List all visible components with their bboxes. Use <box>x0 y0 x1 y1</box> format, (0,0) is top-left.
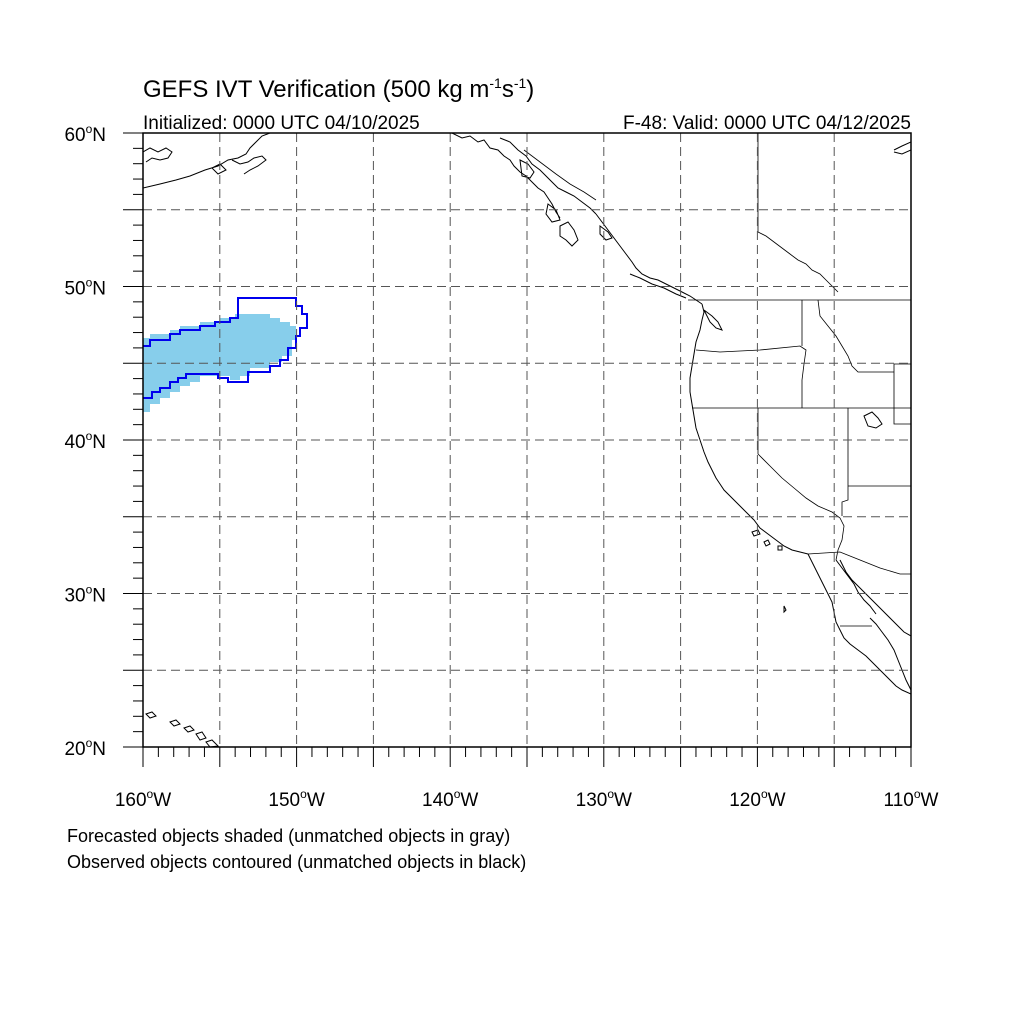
latitude-axis-labels: 60oN 50oN 40oN 30oN 20oN <box>64 122 106 760</box>
hawaii-islands <box>145 711 220 747</box>
observed-object-contour <box>143 297 308 399</box>
great-salt-lake <box>863 411 883 429</box>
lon-tick-label: 130oW <box>576 787 632 811</box>
lat-tick-label: 20oN <box>64 736 106 760</box>
map-gridlines <box>143 133 911 747</box>
initialized-label: Initialized: 0000 UTC 04/10/2025 <box>143 113 420 134</box>
longitude-axis-labels: 160oW 150oW 140oW 130oW 120oW 110oW <box>115 787 939 811</box>
british-columbia-coastline <box>595 141 911 305</box>
lon-tick-label: 140oW <box>422 787 478 811</box>
alaska-coastline <box>143 133 271 189</box>
lon-tick-label: 110oW <box>884 787 939 811</box>
us-west-coastline <box>689 303 809 555</box>
lon-tick-label: 120oW <box>729 787 785 811</box>
lat-tick-label: 60oN <box>64 122 106 146</box>
lon-tick-label: 160oW <box>115 787 171 811</box>
us-state-borders <box>692 299 911 627</box>
caption-observed: Observed objects contoured (unmatched ob… <box>67 852 526 872</box>
valid-time-label: F-48: Valid: 0000 UTC 04/12/2025 <box>623 113 911 134</box>
axis-tick-marks <box>123 132 912 767</box>
canada-province-boundary <box>523 133 839 293</box>
lon-tick-label: 150oW <box>268 787 324 811</box>
alaska-east-coastline <box>451 133 613 247</box>
baja-california-coastline <box>807 553 911 695</box>
channel-islands <box>751 529 787 614</box>
lat-tick-label: 50oN <box>64 276 106 300</box>
caption-forecast: Forecasted objects shaded (unmatched obj… <box>67 826 510 846</box>
lat-tick-label: 30oN <box>64 583 106 607</box>
lat-tick-label: 40oN <box>64 429 106 453</box>
map-title: GEFS IVT Verification (500 kg m-1s-1) <box>143 75 534 103</box>
